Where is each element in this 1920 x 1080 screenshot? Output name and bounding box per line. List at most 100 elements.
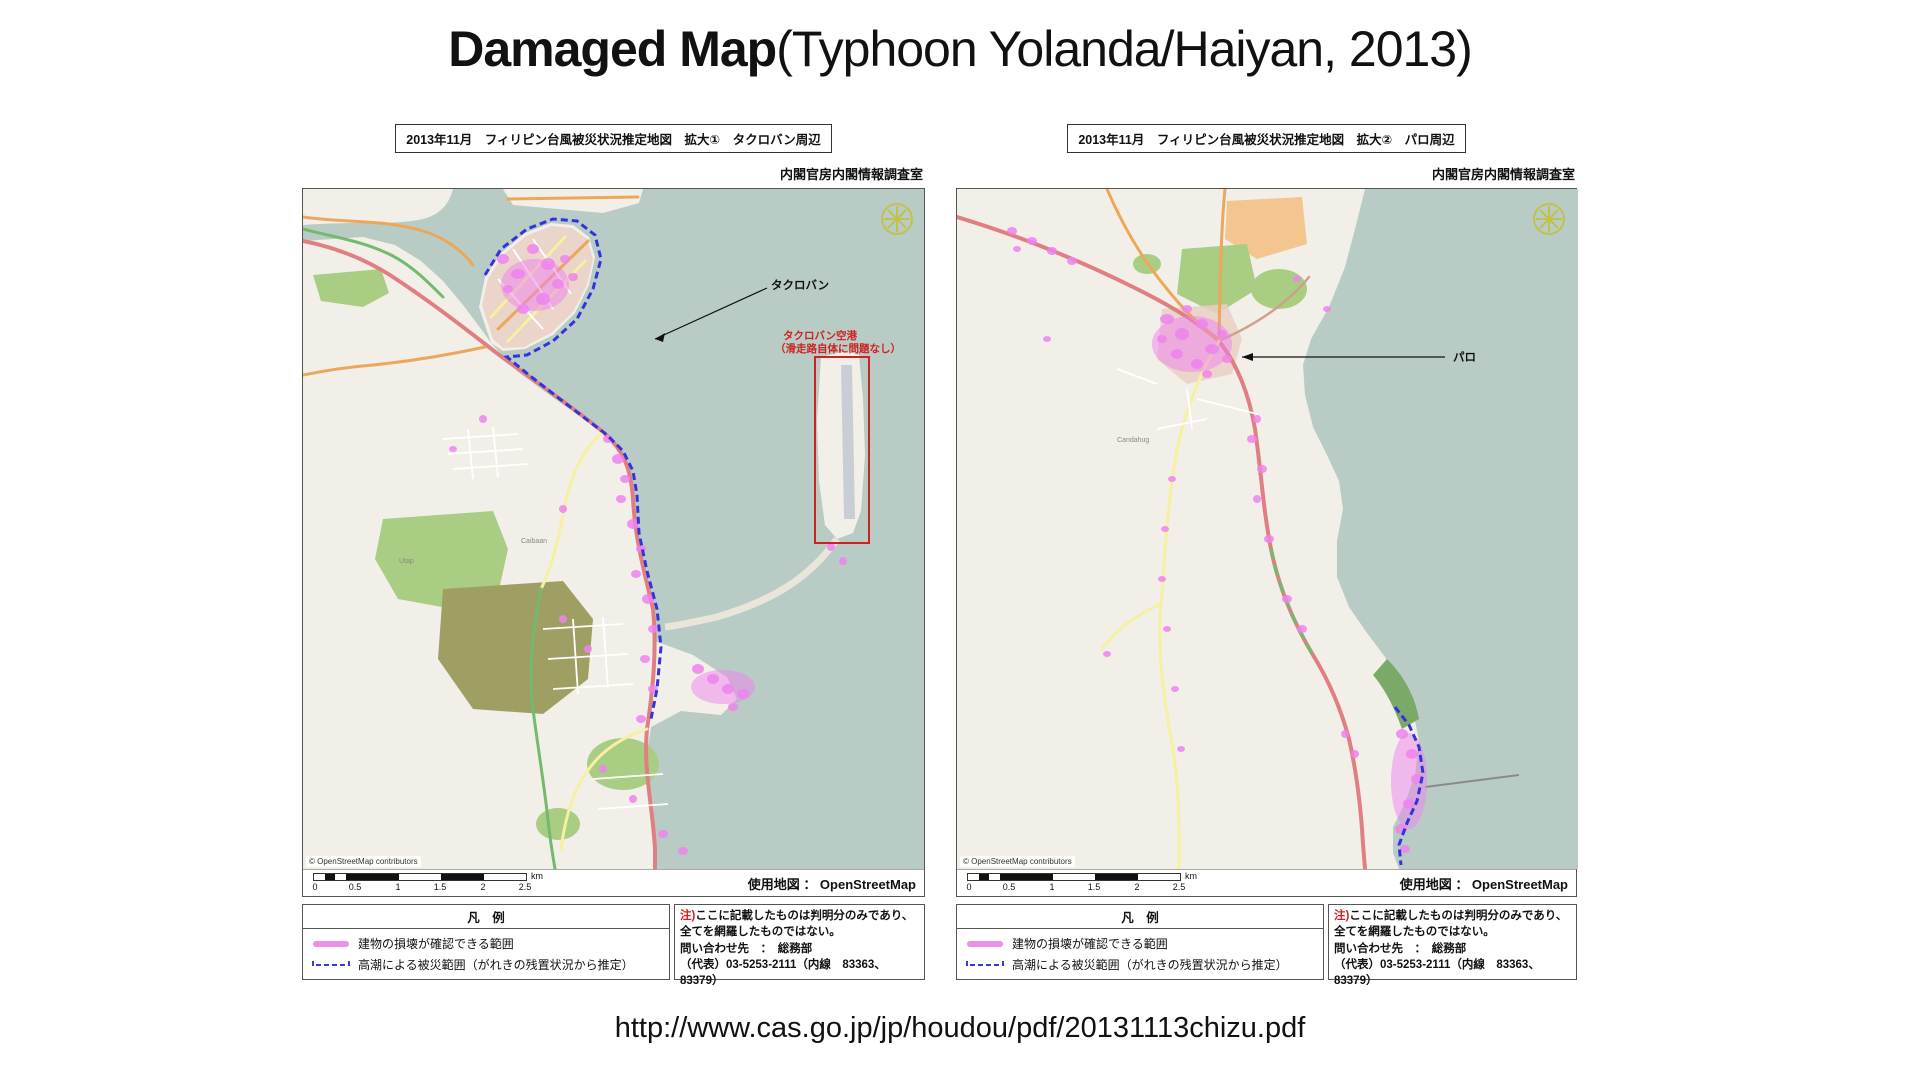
damage-areas <box>1007 227 1423 853</box>
tick: 2.5 <box>1172 882 1186 892</box>
airport-spit <box>664 536 840 631</box>
surge-swatch <box>312 960 350 969</box>
note-body: ここに記載したものは判明分のみであり、全てを網羅したものではない。 <box>680 910 914 939</box>
storm-surge-outline <box>483 217 663 720</box>
runway <box>841 365 855 519</box>
note-box: 注)ここに記載したものは判明分のみであり、全てを網羅したものではない。 問い合わ… <box>674 904 925 987</box>
map-footer: km 0 0.5 1 1.5 2 2.5 使用地図 ： OpenStreetMa… <box>957 869 1576 896</box>
osm-attribution: © OpenStreetMap contributors <box>306 856 421 867</box>
damage-swatch <box>313 940 349 947</box>
palo-leader-arrowhead <box>1242 353 1253 361</box>
compass-icon <box>881 203 913 235</box>
map-tacloban: タクロバン空港 （滑走路自体に問題なし） タクロバン Utap Caibaan … <box>302 188 925 897</box>
place-label-caibaan: Caibaan <box>521 538 547 545</box>
map-palo: パロ Candahug © OpenStreetMap contributors… <box>956 188 1578 897</box>
airport-annotation-box <box>814 356 870 544</box>
legend-box: 凡 例 建物の損壊が確認できる範囲 高潮による被災範囲（がれきの残置状況から推定… <box>302 904 670 980</box>
basemap-credit: 使用地図 ： OpenStreetMap <box>747 877 916 892</box>
green-area <box>1177 244 1257 314</box>
scale-ticks: 0 0.5 1 1.5 2 2.5 <box>966 882 1185 894</box>
green-area <box>313 269 389 307</box>
tick: 1 <box>395 882 401 892</box>
tick: 2 <box>1134 882 1140 892</box>
scale-unit: km <box>1185 871 1197 881</box>
map-tacloban-svg: タクロバン空港 （滑走路自体に問題なし） タクロバン Utap Caibaan <box>303 189 924 869</box>
note-contact: 問い合わせ先 ： 総務部 <box>1334 942 1467 955</box>
tick: 1.5 <box>433 882 447 892</box>
airport-island <box>817 351 865 539</box>
scale-bar-segments <box>967 873 1181 881</box>
credit-line: 内閣官房内閣情報調査室 <box>1431 167 1575 182</box>
tacloban-leader-line <box>654 287 768 340</box>
source-url: http://www.cas.go.jp/jp/houdou/pdf/20131… <box>0 1012 1920 1045</box>
panel-header-tacloban: 2013年11月 フィリピン台風被災状況推定地図 拡大① タクロバン周辺 <box>395 124 832 153</box>
legend-item-label: 高潮による被災範囲（がれきの残置状況から推定） <box>1012 958 1288 972</box>
legend-item-label: 高潮による被災範囲（がれきの残置状況から推定） <box>358 958 634 972</box>
northwest-land <box>303 189 453 225</box>
slide-title-bold: Damaged Map <box>448 21 777 77</box>
note-phone: （代表）03-5253-2111（内線 83363、83379） <box>1334 958 1540 988</box>
note-contact: 問い合わせ先 ： 総務部 <box>680 942 813 955</box>
tick: 0 <box>312 882 318 892</box>
north-shore <box>503 189 643 213</box>
airport-annotation-line2: （滑走路自体に問題なし） <box>775 342 901 355</box>
surge-swatch <box>966 960 1004 969</box>
green-area-south2 <box>536 808 580 840</box>
tick: 0 <box>966 882 972 892</box>
tick: 0.5 <box>1002 882 1016 892</box>
legend-title: 凡 例 <box>303 905 669 929</box>
tick: 2.5 <box>518 882 532 892</box>
green-coast-strip <box>1373 659 1419 729</box>
legend-item-label: 建物の損壊が確認できる範囲 <box>1012 937 1168 951</box>
pier <box>1424 774 1520 788</box>
map-panel-palo: 2013年11月 フィリピン台風被災状況推定地図 拡大② パロ周辺 内閣官房内閣… <box>956 110 1578 990</box>
tick: 0.5 <box>348 882 362 892</box>
mainland <box>303 237 737 869</box>
legend-note-row: 凡 例 建物の損壊が確認できる範囲 高潮による被災範囲（がれきの残置状況から推定… <box>302 904 925 987</box>
source-url-link[interactable]: http://www.cas.go.jp/jp/houdou/pdf/20131… <box>614 1012 1306 1044</box>
scale-ticks: 0 0.5 1 1.5 2 2.5 <box>312 882 531 894</box>
airport-annotation-line1: タクロバン空港 <box>783 329 858 342</box>
damage-areas <box>449 244 847 855</box>
legend-title: 凡 例 <box>957 905 1323 929</box>
tick: 1 <box>1049 882 1055 892</box>
compass-icon <box>1533 203 1565 235</box>
osm-attribution: © OpenStreetMap contributors <box>960 856 1075 867</box>
khaki-area <box>438 581 593 714</box>
scale-unit: km <box>531 871 543 881</box>
palo-label: パロ <box>1453 351 1476 364</box>
north-shore-road <box>506 195 640 201</box>
note-box: 注)ここに記載したものは判明分のみであり、全てを網羅したものではない。 問い合わ… <box>1328 904 1577 987</box>
panel-header-palo: 2013年11月 フィリピン台風被災状況推定地図 拡大② パロ周辺 <box>1067 124 1466 153</box>
scale-bar: km 0 0.5 1 1.5 2 2.5 <box>966 871 1207 894</box>
map-footer: km 0 0.5 1 1.5 2 2.5 使用地図 ： OpenStreetMa… <box>303 869 924 896</box>
legend-item-damage: 建物の損壊が確認できる範囲 <box>965 935 1315 952</box>
damage-cluster-palo <box>1152 316 1232 372</box>
credit-line: 内閣官房内閣情報調査室 <box>779 167 923 182</box>
mainland <box>957 189 1419 869</box>
note-phone: （代表）03-5253-2111（内線 83363、83379） <box>680 958 886 988</box>
place-label-utap: Utap <box>399 558 414 565</box>
tick: 1.5 <box>1087 882 1101 892</box>
tacloban-leader-arrowhead <box>655 333 665 342</box>
legend-box: 凡 例 建物の損壊が確認できる範囲 高潮による被災範囲（がれきの残置状況から推定… <box>956 904 1324 980</box>
map-palo-svg: パロ Candahug <box>957 189 1578 869</box>
place-label-candahug: Candahug <box>1117 437 1149 444</box>
panel-header-wrap: 2013年11月 フィリピン台風被災状況推定地図 拡大② パロ周辺 <box>956 124 1577 153</box>
tick: 2 <box>480 882 486 892</box>
slide-title-rest: (Typhoon Yolanda/Haiyan, 2013) <box>776 21 1473 77</box>
note-body: ここに記載したものは判明分のみであり、全てを網羅したものではない。 <box>1334 910 1568 939</box>
note-prefix: 注) <box>680 910 696 922</box>
basemap-credit: 使用地図 ： OpenStreetMap <box>1399 877 1568 892</box>
orange-landuse <box>1225 197 1307 259</box>
green-park <box>375 511 508 609</box>
legend-item-surge: 高潮による被災範囲（がれきの残置状況から推定） <box>965 956 1315 973</box>
note-prefix: 注) <box>1334 910 1350 922</box>
panel-header-wrap: 2013年11月 フィリピン台風被災状況推定地図 拡大① タクロバン周辺 <box>302 124 925 153</box>
map-panel-tacloban: 2013年11月 フィリピン台風被災状況推定地図 拡大① タクロバン周辺 内閣官… <box>302 110 925 990</box>
tacloban-label: タクロバン <box>771 278 829 292</box>
storm-surge-outline <box>1393 706 1425 866</box>
scale-bar-segments <box>313 873 527 881</box>
damage-cluster-coast <box>1391 733 1427 829</box>
